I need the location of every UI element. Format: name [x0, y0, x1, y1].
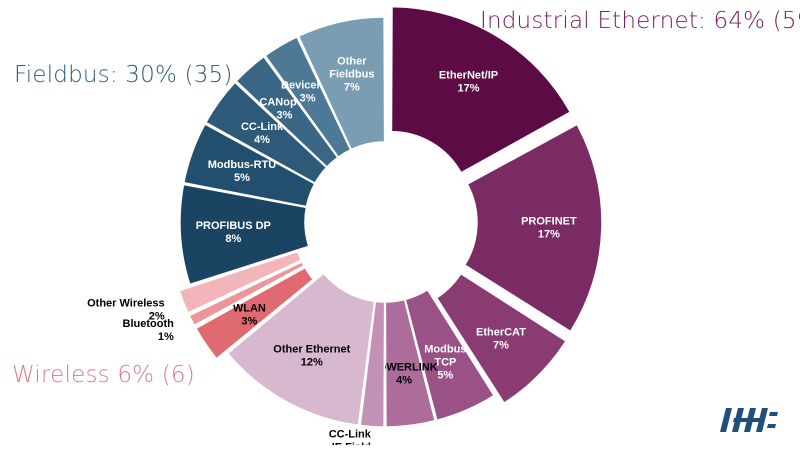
slice-modbus-tcp	[404, 288, 496, 422]
slice-label-powerlink: POWERLINK 4%	[370, 361, 437, 386]
slice-profinet	[463, 123, 603, 333]
slice-profibus-dp	[179, 183, 310, 286]
slice-bluetooth	[188, 260, 306, 327]
slice-label-wlan: WLAN 3%	[233, 303, 266, 328]
slice-wlan	[194, 266, 315, 360]
slice-other-fieldbus	[297, 16, 386, 151]
slice-label-other-wireless: Other Wireless 2%	[87, 298, 165, 323]
slice-label-modbus-tcp: Modbus TCP 5%	[424, 343, 466, 381]
slice-label-bluetooth: Bluetooth 1%	[123, 318, 175, 343]
slice-label-ethercat: EtherCAT 7%	[476, 326, 526, 351]
slice-cc-link	[204, 81, 328, 185]
slice-label-other-fieldbus: Other Fieldbus 7%	[329, 56, 374, 94]
slice-label-ethernet-ip: EtherNet/IP 17%	[439, 69, 498, 94]
slice-powerlink	[384, 298, 437, 428]
slice-label-cc-link: CC-Link 4%	[241, 121, 284, 146]
wireless-title: Wireless 6% (6)	[12, 362, 195, 388]
slice-label-profibus-dp: PROFIBUS DP 8%	[196, 220, 271, 245]
slice-ethernet-ip	[390, 5, 572, 174]
slice-label-profinet: PROFINET 17%	[521, 216, 577, 241]
slice-ethercat	[435, 272, 568, 405]
slice-label-modbus-rtu: Modbus-RTU 5%	[208, 159, 276, 184]
slice-modbus-rtu	[182, 123, 316, 208]
fieldbus-title: Fieldbus: 30% (35)	[14, 62, 233, 88]
slice-other-ethernet	[226, 272, 376, 427]
hms-logo	[720, 408, 778, 432]
slice-label-other-ethernet: Other Ethernet 12%	[273, 344, 350, 369]
slice-other-wireless	[178, 250, 303, 314]
industrial-ethernet-title: Industrial Ethernet: 64% (59)	[480, 8, 800, 34]
slice-label-cc-link-ie-field: CC-LinkIE Field2%	[329, 429, 372, 445]
